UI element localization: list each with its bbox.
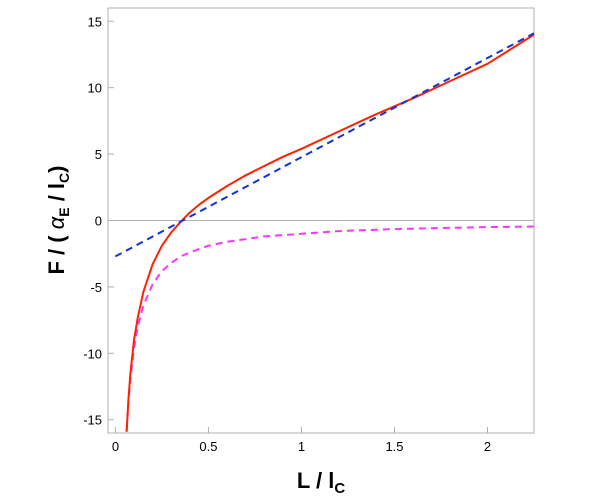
x-tick-label: 0: [112, 439, 119, 454]
x-tick-label: 2: [484, 439, 491, 454]
x-tick-label: 0.5: [199, 439, 217, 454]
y-tick-label: -10: [83, 346, 102, 361]
x-axis-ticks: 0 0.5 1 1.5 2: [112, 427, 491, 454]
y-tick-label: -5: [90, 280, 102, 295]
y-axis-title: F / ( αE / lC): [44, 165, 72, 274]
x-axis-title: L / lC: [297, 468, 346, 497]
y-tick-label: 5: [95, 147, 102, 162]
series-group: [114, 32, 535, 432]
series-line-1: [125, 225, 535, 432]
x-tick-label: 1.5: [385, 439, 403, 454]
y-tick-label: 15: [88, 14, 102, 29]
series-line-2: [114, 32, 535, 258]
y-tick-label: 0: [95, 214, 102, 229]
x-tick-label: 1: [298, 439, 305, 454]
y-tick-label: -15: [83, 413, 102, 428]
y-axis-ticks: -15 -10 -5 0 5 10 15: [83, 14, 114, 428]
y-tick-label: 10: [88, 81, 102, 96]
series-line-0: [125, 33, 535, 432]
